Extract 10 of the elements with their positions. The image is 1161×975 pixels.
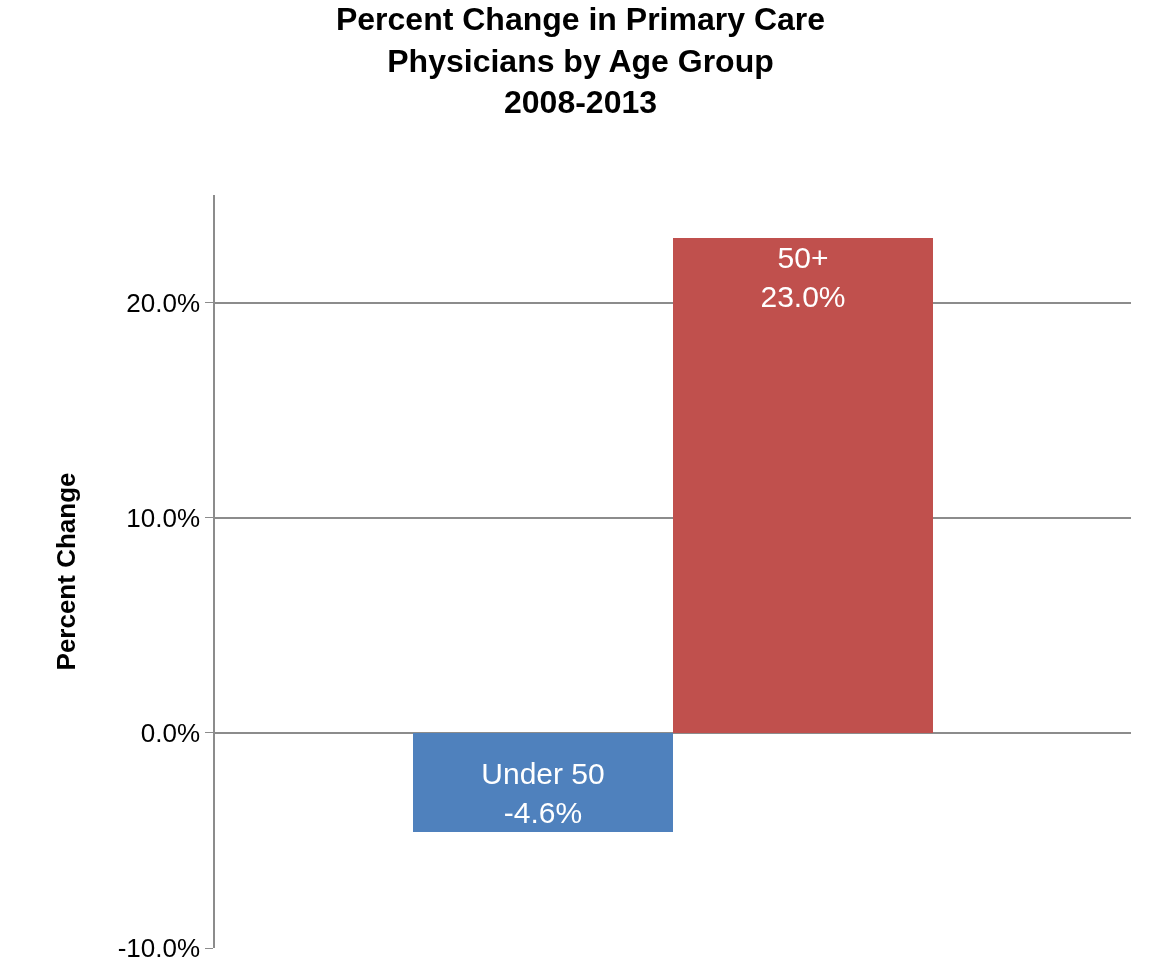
y-tick-label: 0.0% [140,717,201,748]
x-tick-label: Under 50 [481,757,605,790]
y-tick-label: 10.0% [126,502,201,533]
y-tick-label: -10.0% [117,933,201,964]
chart-title: Percent Change in Primary Care Physicians by Age Group 2008-2013 [335,1,826,121]
data-label: -4.6% [503,796,583,829]
data-label: 23.0% [760,280,846,313]
y-axis-title: Percent Change [50,472,81,671]
y-tick-label: 20.0% [126,287,201,318]
x-tick-label: 50+ [777,241,829,274]
